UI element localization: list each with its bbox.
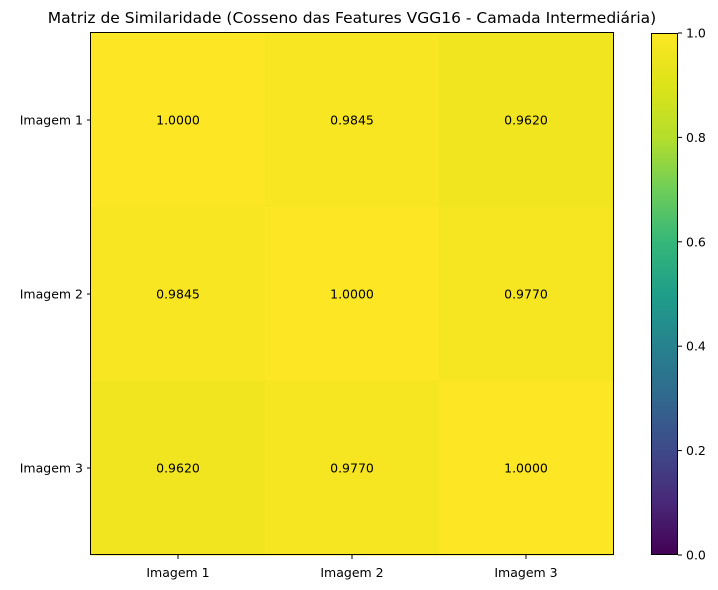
cell-value-label: 0.9770 bbox=[504, 287, 548, 302]
colorbar-tick-label: 0.4 bbox=[686, 339, 706, 354]
colorbar-frame bbox=[651, 33, 678, 555]
heatmap-cell bbox=[91, 33, 266, 208]
cell-value-label: 1.0000 bbox=[504, 461, 548, 476]
y-axis-ticks: Imagem 1 Imagem 2 Imagem 3 bbox=[20, 113, 91, 476]
chart-title: Matriz de Similaridade (Cosseno das Feat… bbox=[48, 9, 656, 27]
colorbar-tick-label: 0.2 bbox=[686, 443, 706, 458]
colorbar-tick-label: 0.0 bbox=[686, 548, 706, 563]
y-tick-label: Imagem 2 bbox=[20, 287, 83, 302]
x-tick-label: Imagem 2 bbox=[320, 565, 383, 580]
cell-value-label: 0.9845 bbox=[156, 287, 200, 302]
cell-value-label: 0.9770 bbox=[330, 461, 374, 476]
heatmap-cell bbox=[439, 207, 614, 382]
y-tick-label: Imagem 1 bbox=[20, 113, 83, 128]
cell-value-label: 1.0000 bbox=[156, 113, 200, 128]
heatmap-cells bbox=[91, 33, 614, 556]
y-tick-label: Imagem 3 bbox=[20, 461, 83, 476]
x-axis-ticks: Imagem 1 Imagem 2 Imagem 3 bbox=[146, 555, 558, 580]
heatmap-cell bbox=[265, 33, 440, 208]
colorbar-tick-label: 0.8 bbox=[686, 130, 706, 145]
heatmap-cell bbox=[265, 381, 440, 556]
heatmap-cell bbox=[265, 207, 440, 382]
colorbar-ticks: 0.0 0.2 0.4 0.6 0.8 1.0 bbox=[678, 26, 706, 563]
cell-value-label: 0.9620 bbox=[156, 461, 200, 476]
cell-value-label: 0.9845 bbox=[330, 113, 374, 128]
colorbar-tick-label: 1.0 bbox=[686, 26, 706, 41]
x-tick-label: Imagem 3 bbox=[494, 565, 557, 580]
colorbar: 0.0 0.2 0.4 0.6 0.8 1.0 bbox=[651, 26, 706, 563]
heatmap-cell bbox=[91, 207, 266, 382]
cell-value-label: 1.0000 bbox=[330, 287, 374, 302]
heatmap-cell bbox=[91, 381, 266, 556]
heatmap-cell bbox=[439, 381, 614, 556]
heatmap-cell-labels: 1.0000 0.9845 0.9620 0.9845 1.0000 0.9770 0.96… bbox=[156, 113, 548, 476]
colorbar-gradient bbox=[651, 33, 678, 555]
heatmap-cell bbox=[439, 33, 614, 208]
x-tick-label: Imagem 1 bbox=[146, 565, 209, 580]
colorbar-tick-label: 0.6 bbox=[686, 234, 706, 249]
cell-value-label: 0.9620 bbox=[504, 113, 548, 128]
